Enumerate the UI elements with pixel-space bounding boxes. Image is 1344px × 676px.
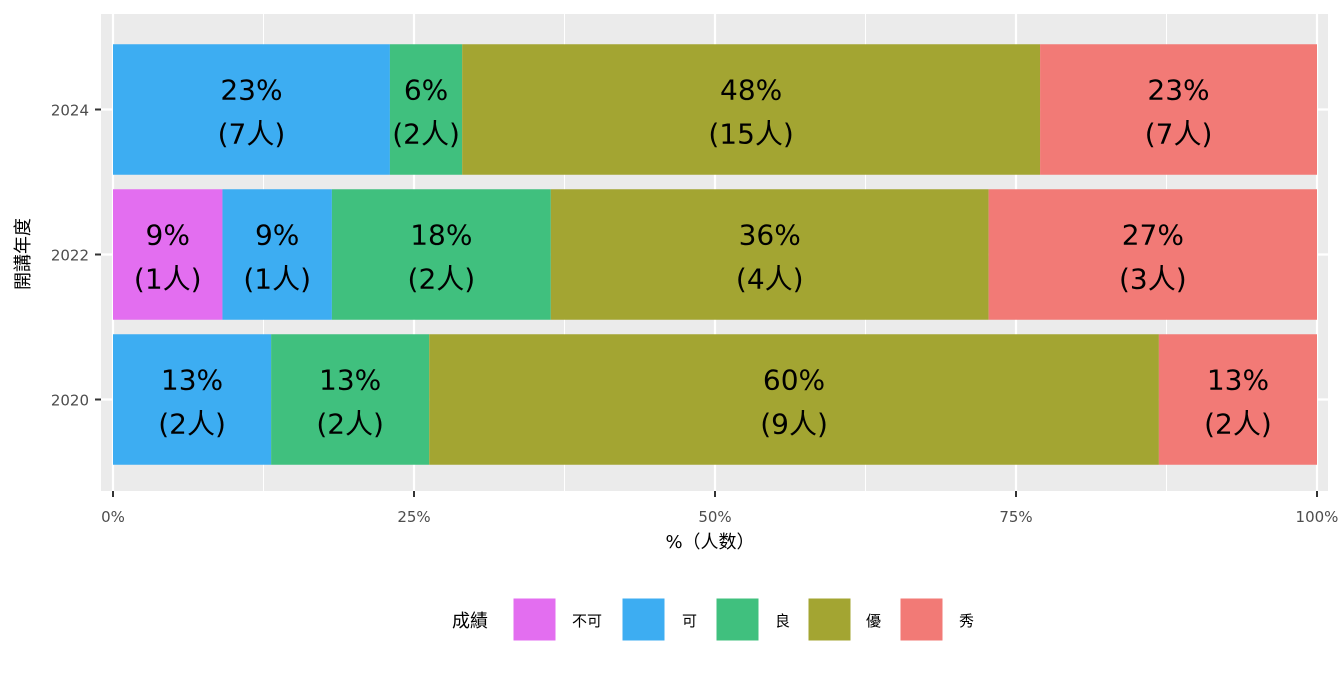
bar-segment (988, 189, 1317, 320)
legend-key (512, 597, 557, 642)
bar-segment (113, 44, 390, 175)
bar-percent-label: 6% (404, 74, 448, 107)
bar-percent-label: 9% (255, 219, 299, 252)
x-tick-label: 0% (101, 508, 125, 526)
bar-segment (1158, 334, 1317, 465)
legend: 成績 不可 可 良 優 秀 (452, 597, 974, 642)
y-axis: 2020 2022 2024 (51, 102, 101, 410)
bar-percent-label: 48% (720, 74, 782, 107)
y-tick-label: 2024 (51, 102, 89, 120)
bar-count-label: (1人) (243, 263, 311, 296)
legend-key (621, 597, 666, 642)
legend-label: 優 (866, 612, 881, 630)
x-tick-label: 25% (397, 508, 430, 526)
x-axis: 0% 25% 50% 75% 100% (101, 491, 1338, 526)
bar-percent-label: 60% (763, 364, 825, 397)
legend-label: 可 (682, 612, 697, 630)
bar-count-label: (2人) (1204, 408, 1272, 441)
legend-label: 不可 (572, 612, 602, 630)
bar-count-label: (7人) (1145, 118, 1213, 151)
legend-key (715, 597, 760, 642)
bar-segment (550, 189, 989, 320)
bar-segment (462, 44, 1041, 175)
x-tick-label: 100% (1296, 508, 1339, 526)
y-tick-label: 2020 (51, 392, 89, 410)
bar-segment (389, 44, 463, 175)
bar-segment (429, 334, 1159, 465)
bar-labels: 13% (2人) 13% (2人) 60% (9人) 13% (2人) 9% (1人) 9% (1人)… (134, 74, 1272, 441)
bar-percent-label: 13% (319, 364, 381, 397)
bar-count-label: (2人) (408, 263, 476, 296)
bar-percent-label: 9% (146, 219, 190, 252)
bar-count-label: (2人) (392, 118, 460, 151)
x-tick-label: 75% (999, 508, 1032, 526)
bar-count-label: (4人) (736, 263, 804, 296)
y-tick-label: 2022 (51, 247, 89, 265)
bars (113, 44, 1317, 465)
x-axis-title: %（人数） (665, 532, 754, 553)
bar-segment (271, 334, 430, 465)
bar-segment (113, 334, 272, 465)
legend-key (899, 597, 944, 642)
bar-segment (331, 189, 551, 320)
bar-count-label: (2人) (316, 408, 384, 441)
bar-count-label: (3人) (1119, 263, 1187, 296)
legend-key (807, 597, 852, 642)
bar-count-label: (1人) (134, 263, 202, 296)
bar-count-label: (15人) (708, 118, 793, 151)
bar-percent-label: 27% (1122, 219, 1184, 252)
bar-percent-label: 13% (1207, 364, 1269, 397)
bar-count-label: (7人) (218, 118, 286, 151)
bar-percent-label: 18% (410, 219, 472, 252)
bar-segment (222, 189, 332, 320)
y-axis-title: 開講年度 (13, 218, 34, 290)
bar-segment (1040, 44, 1317, 175)
bar-percent-label: 23% (220, 74, 282, 107)
legend-title: 成績 (452, 611, 488, 632)
x-tick-label: 50% (698, 508, 731, 526)
bar-count-label: (2人) (158, 408, 226, 441)
bar-percent-label: 13% (161, 364, 223, 397)
legend-label: 良 (775, 612, 790, 630)
bar-percent-label: 23% (1147, 74, 1209, 107)
bar-count-label: (9人) (760, 408, 828, 441)
legend-label: 秀 (959, 612, 974, 630)
bar-percent-label: 36% (739, 219, 801, 252)
bar-segment (113, 189, 223, 320)
